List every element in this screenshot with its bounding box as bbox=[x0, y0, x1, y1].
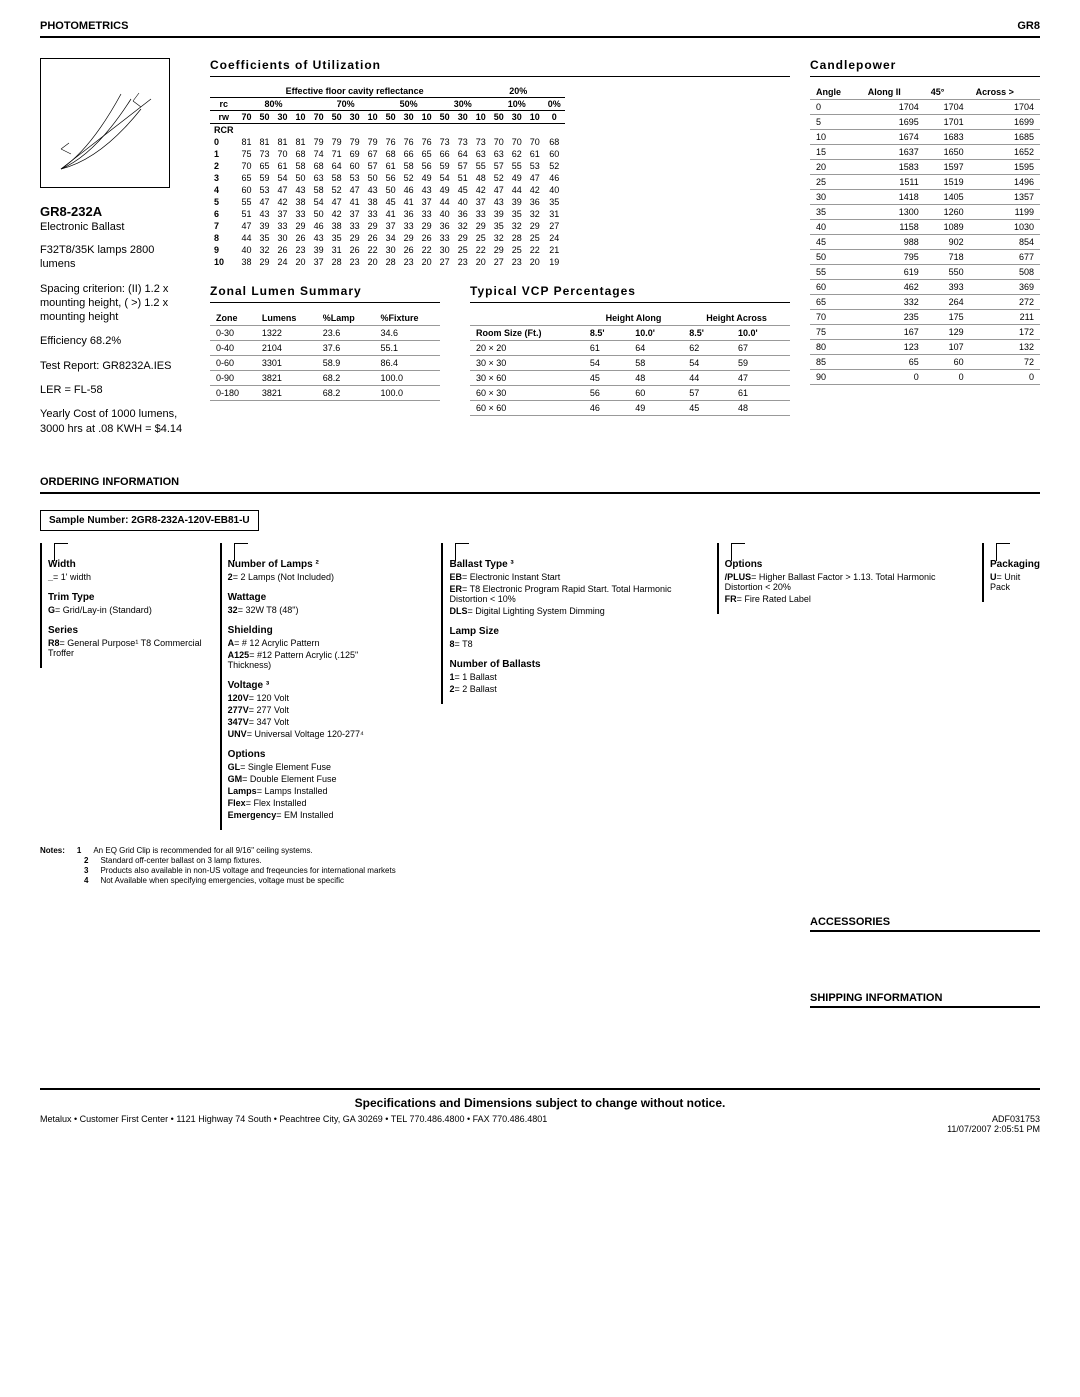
order-group-title: Width bbox=[48, 559, 208, 570]
order-group-title: Number of Lamps ² bbox=[228, 559, 383, 570]
order-option: 1= 1 Ballast bbox=[449, 672, 704, 682]
order-option: EB= Electronic Instant Start bbox=[449, 572, 704, 582]
middle-column: Coefficients of Utilization Effective fl… bbox=[210, 58, 790, 446]
footer-notice: Specifications and Dimensions subject to… bbox=[40, 1096, 1040, 1110]
order-option: GL= Single Element Fuse bbox=[228, 762, 383, 772]
product-ler: LER = FL-58 bbox=[40, 383, 190, 397]
order-group-title: Packaging bbox=[990, 559, 1040, 570]
header-bar: PHOTOMETRICS GR8 bbox=[40, 20, 1040, 38]
ordering-title: ORDERING INFORMATION bbox=[40, 476, 1040, 494]
order-option: 8= T8 bbox=[449, 639, 704, 649]
order-option: Flex= Flex Installed bbox=[228, 798, 383, 808]
order-option: 2= 2 Ballast bbox=[449, 684, 704, 694]
accessories-title: ACCESSORIES bbox=[810, 916, 1040, 932]
order-option: 2= 2 Lamps (Not Included) bbox=[228, 572, 383, 582]
cu-title: Coefficients of Utilization bbox=[210, 58, 790, 77]
order-option: 120V= 120 Volt bbox=[228, 693, 383, 703]
order-option: GM= Double Element Fuse bbox=[228, 774, 383, 784]
order-option: R8= General Purpose¹ T8 Commercial Troff… bbox=[48, 638, 208, 658]
candle-table: AngleAlong II45°Across >0170417041704516… bbox=[810, 85, 1040, 385]
footer-address: Metalux • Customer First Center • 1121 H… bbox=[40, 1114, 547, 1134]
order-option: UNV= Universal Voltage 120-277⁴ bbox=[228, 729, 383, 739]
right-column: Candlepower AngleAlong II45°Across >0170… bbox=[810, 58, 1040, 446]
order-group-title: Series bbox=[48, 625, 208, 636]
order-option: G= Grid/Lay-in (Standard) bbox=[48, 605, 208, 615]
order-option: 277V= 277 Volt bbox=[228, 705, 383, 715]
order-group-title: Trim Type bbox=[48, 592, 208, 603]
order-group-title: Number of Ballasts bbox=[449, 659, 704, 670]
product-spacing: Spacing criterion: (II) 1.2 x mounting h… bbox=[40, 282, 190, 325]
sample-number-box: Sample Number: 2GR8-232A-120V-EB81-U bbox=[40, 510, 259, 531]
order-group-title: Ballast Type ³ bbox=[449, 559, 704, 570]
zonal-title: Zonal Lumen Summary bbox=[210, 284, 440, 303]
ordering-columns: Width _= 1' width Trim Type G= Grid/Lay-in … bbox=[40, 543, 1040, 830]
order-option: Lamps= Lamps Installed bbox=[228, 786, 383, 796]
order-group-title: Shielding bbox=[228, 625, 383, 636]
order-option: ER= T8 Electronic Program Rapid Start. T… bbox=[449, 584, 704, 604]
product-efficiency: Efficiency 68.2% bbox=[40, 334, 190, 348]
order-option: DLS= Digital Lighting System Dimming bbox=[449, 606, 704, 616]
order-group-title: Options bbox=[725, 559, 970, 570]
order-group-title: Options bbox=[228, 749, 383, 760]
order-option: A125= #12 Pattern Acrylic (.125" Thickne… bbox=[228, 650, 383, 670]
order-group-title: Lamp Size bbox=[449, 626, 704, 637]
product-lamps: F32T8/35K lamps 2800 lumens bbox=[40, 243, 190, 272]
sample-number: Sample Number: 2GR8-232A-120V-EB81-U bbox=[49, 515, 250, 526]
footer-date: 11/07/2007 2:05:51 PM bbox=[947, 1124, 1040, 1134]
footer-code: ADF031753 bbox=[992, 1114, 1040, 1124]
product-yearly: Yearly Cost of 1000 lumens, 3000 hrs at … bbox=[40, 407, 190, 436]
photometric-diagram bbox=[40, 58, 170, 188]
order-option: FR= Fire Rated Label bbox=[725, 594, 970, 604]
shipping-title: SHIPPING INFORMATION bbox=[810, 992, 1040, 1008]
zonal-table: ZoneLumens%Lamp%Fixture0-30132223.634.60… bbox=[210, 311, 440, 401]
header-left: PHOTOMETRICS bbox=[40, 20, 128, 32]
page-footer: Specifications and Dimensions subject to… bbox=[40, 1088, 1040, 1134]
order-option: 347V= 347 Volt bbox=[228, 717, 383, 727]
order-option: Emergency= EM Installed bbox=[228, 810, 383, 820]
vcp-title: Typical VCP Percentages bbox=[470, 284, 790, 303]
order-option: /PLUS= Higher Ballast Factor > 1.13. Tot… bbox=[725, 572, 970, 592]
order-option: U= Unit Pack bbox=[990, 572, 1040, 592]
order-group-title: Voltage ³ bbox=[228, 680, 383, 691]
order-option: _= 1' width bbox=[48, 572, 208, 582]
product-test-report: Test Report: GR8232A.IES bbox=[40, 359, 190, 373]
product-ballast: Electronic Ballast bbox=[40, 221, 190, 233]
order-option: A= # 12 Acrylic Pattern bbox=[228, 638, 383, 648]
order-group-title: Wattage bbox=[228, 592, 383, 603]
product-model: GR8-232A bbox=[40, 204, 190, 219]
product-sidebar: GR8-232A Electronic Ballast F32T8/35K la… bbox=[40, 58, 190, 446]
order-option: 32= 32W T8 (48") bbox=[228, 605, 383, 615]
cu-table: Effective floor cavity reflectance20%rc8… bbox=[210, 85, 565, 268]
vcp-table: Height AlongHeight AcrossRoom Size (Ft.)… bbox=[470, 311, 790, 416]
candle-title: Candlepower bbox=[810, 58, 1040, 77]
header-right: GR8 bbox=[1017, 20, 1040, 32]
notes-section: Notes:1An EQ Grid Clip is recommended fo… bbox=[40, 846, 1040, 885]
